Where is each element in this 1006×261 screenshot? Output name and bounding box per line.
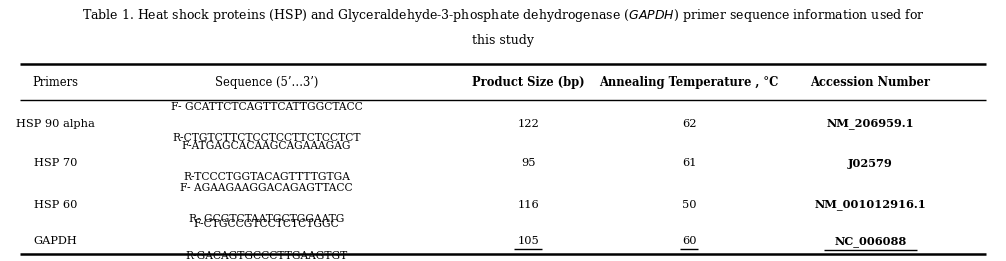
Text: 60: 60 [682, 236, 696, 246]
Text: NM_206959.1: NM_206959.1 [826, 118, 914, 129]
Text: Accession Number: Accession Number [810, 76, 931, 89]
Text: R-CTGTCTTCTCCTCCTTCTCCTCT: R-CTGTCTTCTCCTCCTTCTCCTCT [172, 133, 361, 143]
Text: J02579: J02579 [848, 158, 892, 169]
Text: F-CTGCCGTCCTCTCTGGC: F-CTGCCGTCCTCTCTGGC [194, 220, 339, 229]
Text: HSP 70: HSP 70 [33, 158, 77, 168]
Text: Sequence (5’…3’): Sequence (5’…3’) [215, 76, 318, 89]
Text: 122: 122 [517, 119, 539, 129]
Text: 61: 61 [682, 158, 696, 168]
Text: NM_001012916.1: NM_001012916.1 [814, 199, 927, 210]
Text: F- GCATTCTCAGTTCATTGGCTACC: F- GCATTCTCAGTTCATTGGCTACC [171, 102, 362, 112]
Text: R- GCGTCTAATGCTGGAATG: R- GCGTCTAATGCTGGAATG [189, 214, 344, 224]
Text: GAPDH: GAPDH [33, 236, 77, 246]
Text: 50: 50 [682, 200, 696, 210]
Text: R-TCCCTGGTACAGTTTTGTGA: R-TCCCTGGTACAGTTTTGTGA [183, 173, 350, 182]
Text: R-GACAGTGCCCTTGAAGTGT: R-GACAGTGCCCTTGAAGTGT [185, 251, 348, 261]
Text: NC_006088: NC_006088 [834, 236, 906, 247]
Text: 105: 105 [517, 236, 539, 246]
Text: Product Size (bp): Product Size (bp) [472, 76, 584, 89]
Text: F-ATGAGCACAAGCAGAAAGAG: F-ATGAGCACAAGCAGAAAGAG [182, 141, 351, 151]
Text: 95: 95 [521, 158, 535, 168]
Text: Annealing Temperature , °C: Annealing Temperature , °C [600, 76, 779, 89]
Text: F- AGAAGAAGGACAGAGTTACC: F- AGAAGAAGGACAGAGTTACC [180, 183, 353, 193]
Text: Table 1. Heat shock proteins (HSP) and Glyceraldehyde-3-phosphate dehydrogenase : Table 1. Heat shock proteins (HSP) and G… [81, 7, 925, 23]
Text: 116: 116 [517, 200, 539, 210]
Text: 62: 62 [682, 119, 696, 129]
Text: this study: this study [472, 34, 534, 47]
Text: Primers: Primers [32, 76, 78, 89]
Text: HSP 90 alpha: HSP 90 alpha [16, 119, 95, 129]
Text: HSP 60: HSP 60 [33, 200, 77, 210]
